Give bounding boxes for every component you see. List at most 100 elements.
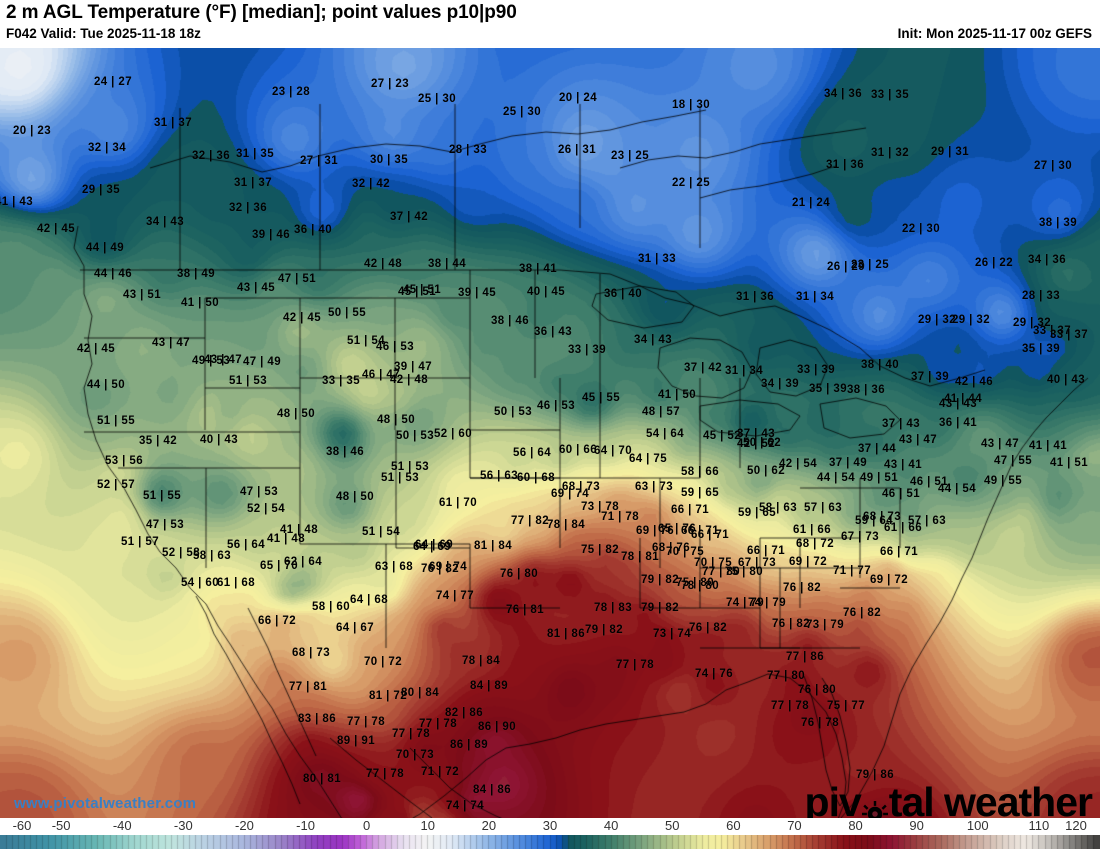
point-value: 41 | 44: [944, 393, 982, 405]
point-value: 27 | 31: [300, 155, 338, 167]
point-value: 77 | 78: [347, 716, 385, 728]
point-value: 43 | 41: [884, 459, 922, 471]
colorbar-section: -60 -50 -40 -30 -20 -10 0 10 20 30 40 50 60 70 80 90 100…: [0, 818, 1100, 850]
point-value: 61 | 70: [439, 497, 477, 509]
point-value: 53 | 56: [105, 455, 143, 467]
map-raster: [0, 48, 1100, 818]
point-value: 46 | 53: [376, 341, 414, 353]
point-value: 56 | 63: [480, 470, 518, 482]
point-value: 58 | 63: [759, 502, 797, 514]
colorbar-tick-neg20: -20: [235, 818, 254, 833]
point-value: 58 | 60: [312, 601, 350, 613]
point-value: 28 | 33: [449, 144, 487, 156]
point-value: 35 | 42: [139, 435, 177, 447]
point-value: 66 | 71: [747, 545, 785, 557]
point-value: 38 | 39: [1039, 217, 1077, 229]
point-value: 59 | 65: [681, 487, 719, 499]
point-value: 35 | 39: [1022, 343, 1060, 355]
point-value: 45 | 51: [398, 286, 436, 298]
valid-time-label: F042 Valid: Tue 2025-11-18 18z: [6, 26, 201, 41]
point-value: 51 | 53: [229, 375, 267, 387]
point-value: 36 | 40: [604, 288, 642, 300]
point-value: 36 | 40: [294, 224, 332, 236]
point-value: 48 | 57: [642, 406, 680, 418]
page-title: 2 m AGL Temperature (°F) [median]; point…: [6, 2, 517, 23]
point-value: 42 | 52: [737, 438, 775, 450]
point-value: 47 | 53: [240, 486, 278, 498]
point-value: 31 | 32: [871, 147, 909, 159]
point-value: 62 | 64: [284, 556, 322, 568]
point-value: 37 | 43: [882, 418, 920, 430]
point-value: 51 | 54: [347, 335, 385, 347]
colorbar-tick-30: 30: [542, 818, 558, 833]
point-value: 29 | 31: [931, 146, 969, 158]
point-value: 31 | 34: [725, 365, 763, 377]
point-value: 81 | 84: [474, 540, 512, 552]
point-value: 52 | 54: [247, 503, 285, 515]
point-value: 58 | 66: [681, 466, 719, 478]
gear-sun-icon: [861, 790, 888, 818]
point-value: 35 | 39: [809, 383, 847, 395]
point-value: 69 | 74: [429, 561, 467, 573]
point-value: 29 | 35: [82, 184, 120, 196]
point-value: 36 | 43: [534, 326, 572, 338]
point-value: 31 | 34: [796, 291, 834, 303]
point-value: 42 | 45: [77, 343, 115, 355]
point-value: 34 | 43: [146, 216, 184, 228]
point-value: 59 | 64: [855, 515, 893, 527]
watermark-brand: piv: [805, 779, 1093, 818]
point-value: 74 | 79: [748, 597, 786, 609]
point-value: 43 | 47: [204, 354, 242, 366]
point-value: 33 | 35: [871, 89, 909, 101]
point-value: 51 | 55: [143, 490, 181, 502]
point-value: 22 | 25: [672, 177, 710, 189]
point-value: 24 | 27: [94, 76, 132, 88]
point-value: 64 | 69: [413, 541, 451, 553]
point-value: 84 | 86: [473, 784, 511, 796]
point-value: 77 | 80: [702, 566, 740, 578]
point-value: 41 | 50: [658, 389, 696, 401]
point-value: 64 | 75: [629, 453, 667, 465]
point-value: 52 | 57: [97, 479, 135, 491]
point-value: 75 | 82: [581, 544, 619, 556]
point-value: 33 | 37: [1050, 329, 1088, 341]
point-value: 40 | 43: [1047, 374, 1085, 386]
point-value: 61 | 66: [884, 522, 922, 534]
temperature-map[interactable]: 20 | 23 24 | 27 31 | 37 32 | 34 29 | 35 41 | …: [0, 48, 1100, 818]
point-value: 37 | 42: [390, 211, 428, 223]
point-value: 68 | 72: [796, 538, 834, 550]
point-value: 76 | 80: [798, 684, 836, 696]
point-value: 69 | 72: [789, 556, 827, 568]
point-value: 44 | 54: [817, 472, 855, 484]
point-value: 76 | 82: [689, 622, 727, 634]
point-value: 26 | 29: [827, 261, 865, 273]
point-value: 30 | 35: [370, 154, 408, 166]
point-value: 45 | 51: [403, 284, 441, 296]
colorbar-tick-labels: -60 -50 -40 -30 -20 -10 0 10 20 30 40 50 60 70 80 90 100…: [0, 818, 1100, 834]
point-value: 51 | 55: [97, 415, 135, 427]
point-value: 42 | 45: [37, 223, 75, 235]
point-value: 26 | 31: [558, 144, 596, 156]
brand-text-post: tal weather: [888, 779, 1093, 818]
point-value: 48 | 50: [377, 414, 415, 426]
point-value: 66 | 71: [691, 529, 729, 541]
point-value: 69 | 74: [551, 488, 589, 500]
point-value: 76 | 82: [772, 618, 810, 630]
point-value: 40 | 43: [200, 434, 238, 446]
point-value: 46 | 47: [362, 369, 400, 381]
point-value: 82 | 86: [445, 707, 483, 719]
point-value: 44 | 46: [94, 268, 132, 280]
point-value: 23 | 25: [851, 259, 889, 271]
point-value: 51 | 53: [391, 461, 429, 473]
point-value: 74 | 79: [726, 597, 764, 609]
point-value: 41 | 50: [181, 297, 219, 309]
point-value: 41 | 48: [267, 533, 305, 545]
point-value: 37 | 49: [829, 457, 867, 469]
point-value: 37 | 43: [737, 428, 775, 440]
point-value: 56 | 64: [227, 539, 265, 551]
colorbar-tick-0: 0: [363, 818, 371, 833]
point-value: 68 | 73: [863, 511, 901, 523]
point-value: 25 | 30: [418, 93, 456, 105]
point-value: 74 | 74: [446, 800, 484, 812]
point-value: 44 | 50: [87, 379, 125, 391]
